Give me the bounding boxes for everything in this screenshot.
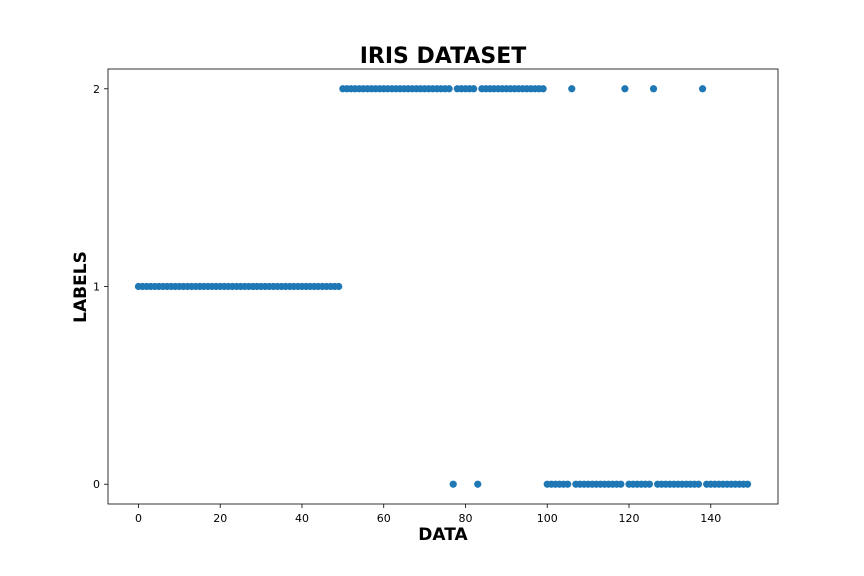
data-point xyxy=(474,480,482,488)
x-tick-label: 0 xyxy=(135,512,142,525)
data-point xyxy=(470,85,478,93)
x-tick-label: 120 xyxy=(618,512,639,525)
y-tick-label: 1 xyxy=(93,281,100,294)
y-axis-ticks: 0 1 2 xyxy=(93,83,108,491)
data-point xyxy=(621,85,629,93)
x-axis-ticks: 0 20 40 60 80 100 120 140 xyxy=(135,504,721,525)
y-axis-label: LABELS xyxy=(71,251,91,323)
chart-title: IRIS DATASET xyxy=(360,44,527,69)
data-point xyxy=(335,282,343,291)
data-point xyxy=(564,480,572,488)
data-point xyxy=(645,480,654,488)
y-tick-label: 0 xyxy=(93,478,100,491)
data-point xyxy=(698,85,707,93)
data-point xyxy=(445,85,453,93)
data-point xyxy=(649,85,658,93)
x-tick-label: 60 xyxy=(377,512,391,525)
x-axis-label: DATA xyxy=(418,525,468,545)
y-tick-label: 2 xyxy=(93,83,100,96)
x-tick-label: 100 xyxy=(537,512,558,525)
x-tick-label: 140 xyxy=(700,512,721,525)
data-points xyxy=(134,85,752,488)
data-point xyxy=(449,480,457,488)
x-tick-label: 40 xyxy=(295,512,309,525)
data-point xyxy=(568,85,576,93)
data-point xyxy=(743,480,752,488)
data-point xyxy=(539,85,547,93)
data-point xyxy=(694,480,703,488)
x-tick-label: 80 xyxy=(458,512,472,525)
x-tick-label: 20 xyxy=(213,512,227,525)
data-point xyxy=(617,480,625,488)
